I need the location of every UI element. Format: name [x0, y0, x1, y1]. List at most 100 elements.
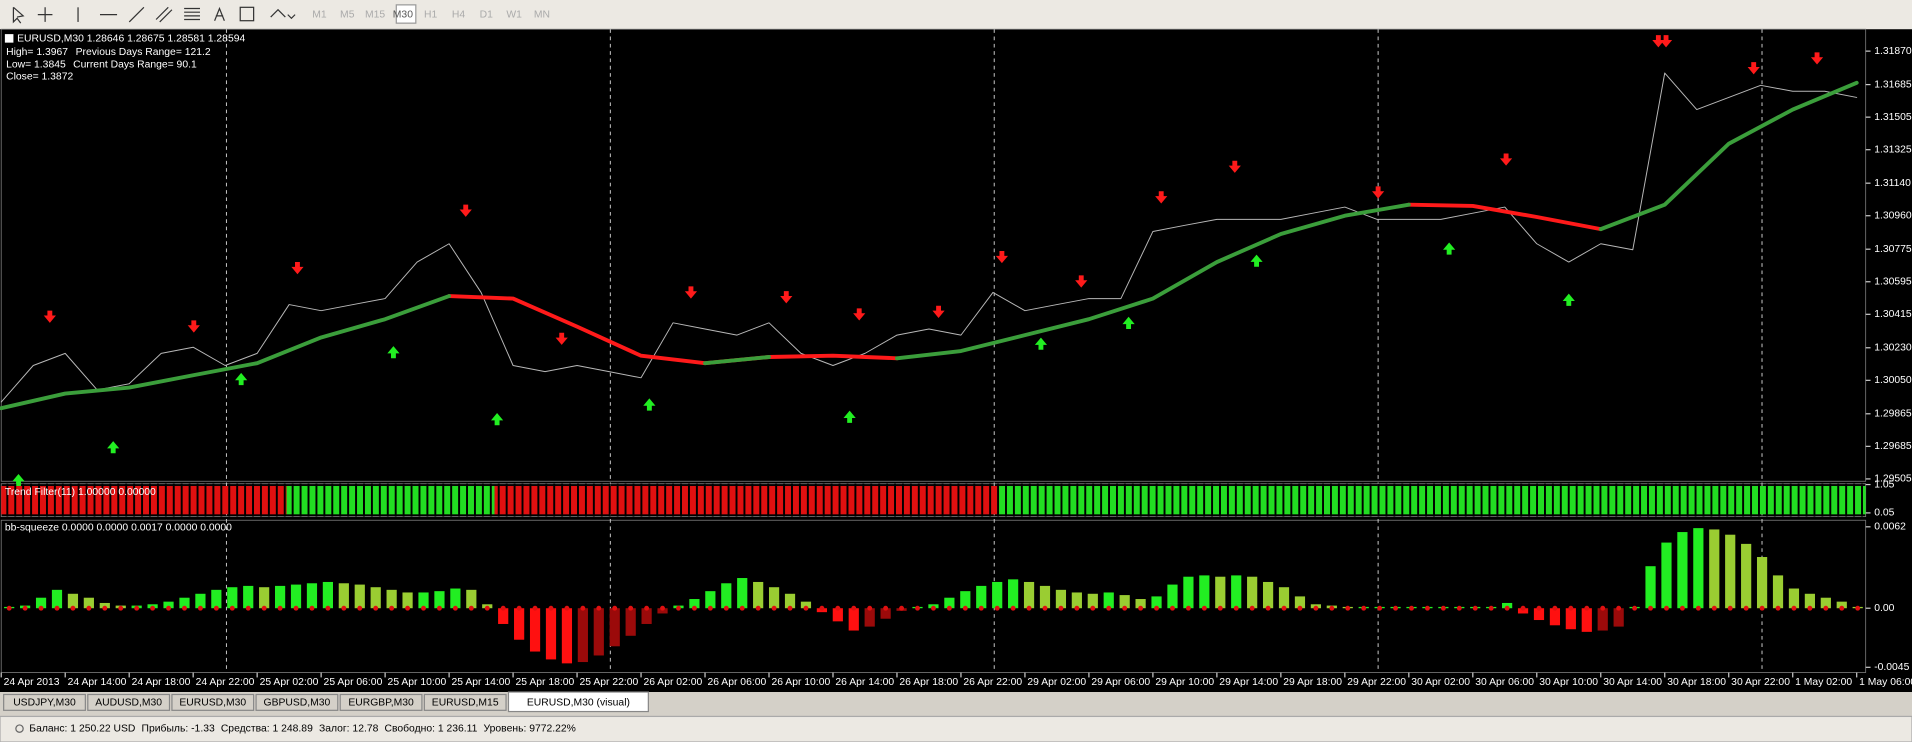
squeeze-dot: [1520, 605, 1526, 611]
signal-arrow: [1747, 62, 1760, 75]
x-tick-label: 30 Apr 06:00: [1475, 677, 1534, 688]
signal-arrow: [291, 262, 304, 275]
channel-icon[interactable]: [155, 6, 173, 23]
histogram-bar: [545, 608, 557, 660]
tab-label[interactable]: EURUSD,M30 (visual): [527, 698, 630, 709]
histogram-bar: [83, 597, 94, 609]
signal-arrow: [12, 473, 25, 487]
squeeze-dot: [468, 605, 474, 611]
histogram-bar: [1502, 602, 1513, 609]
squeeze-dot: [867, 605, 873, 611]
squeeze-dot: [1090, 605, 1096, 611]
timeframe-button[interactable]: M15: [365, 9, 385, 20]
histogram-bar: [402, 592, 413, 609]
timeframe-button[interactable]: H1: [424, 9, 437, 20]
arrows-icon[interactable]: [270, 8, 296, 20]
signal-arrow: [995, 250, 1008, 264]
histogram-bar: [641, 608, 652, 624]
squeeze-dot: [1058, 605, 1064, 611]
squeeze-dot: [1823, 605, 1829, 611]
histogram-bar: [1772, 575, 1784, 609]
squeeze-dot: [1791, 605, 1797, 611]
signal-arrow: [387, 346, 400, 359]
price-line: [1406, 202, 1603, 232]
squeeze-dot: [452, 605, 458, 611]
tab[interactable]: [171, 693, 255, 711]
squeeze-dot: [994, 605, 1000, 611]
timeframe-button[interactable]: D1: [480, 9, 493, 20]
x-tick-label: 26 Apr 06:00: [707, 677, 766, 688]
timeframe-button[interactable]: W1: [506, 9, 522, 20]
tab[interactable]: [507, 691, 649, 713]
histogram-bar: [880, 608, 891, 619]
timeframe-button[interactable]: M1: [312, 9, 327, 20]
y-tick-label: 1.05: [1874, 479, 1894, 490]
status-text: Баланс: 1 250.22 USD Прибыль: -1.33 Средст…: [29, 722, 576, 734]
y-tick-label: 1.30230: [1874, 343, 1912, 354]
squeeze-dot: [1616, 605, 1622, 611]
tab-label[interactable]: USDJPY,M30: [13, 698, 76, 709]
tab[interactable]: [423, 693, 507, 711]
histogram-bar: [1023, 581, 1035, 609]
histogram-bar: [1709, 529, 1720, 609]
squeeze-dot: [1170, 605, 1175, 611]
histogram-bar: [1804, 593, 1815, 609]
status-icon: [15, 724, 24, 733]
histogram-bar: [753, 581, 764, 609]
trendline-icon[interactable]: [128, 6, 145, 23]
timeframe-button[interactable]: M30: [393, 9, 413, 20]
x-tick-label: 29 Apr 02:00: [1027, 677, 1086, 688]
label-icon[interactable]: [239, 6, 255, 22]
squeeze-dot: [405, 605, 411, 611]
tab[interactable]: [87, 693, 171, 711]
y-tick-label: 1.31505: [1874, 112, 1912, 123]
status-field: Залог: 12.78: [319, 723, 379, 734]
cursor-icon[interactable]: [12, 6, 25, 24]
timeframe-button[interactable]: M5: [340, 9, 355, 20]
x-tick-label: 24 Apr 14:00: [68, 677, 127, 688]
squeeze-dot: [580, 605, 586, 611]
x-tick-label: 26 Apr 22:00: [963, 677, 1022, 688]
histogram-bar: [832, 608, 843, 622]
squeeze-dot: [325, 605, 331, 611]
tab-label[interactable]: AUDUSD,M30: [95, 698, 162, 709]
crosshair-icon[interactable]: [37, 7, 53, 22]
signal-arrow: [235, 372, 248, 386]
squeeze-dot: [1154, 605, 1159, 611]
tab-label[interactable]: GBPUSD,M30: [264, 698, 331, 709]
tab-label[interactable]: EURGBP,M30: [348, 698, 414, 709]
tab[interactable]: [339, 693, 423, 711]
squeeze-dot: [723, 605, 729, 611]
histogram-bar: [800, 601, 812, 609]
signal-arrow: [1034, 337, 1048, 350]
histogram-bar: [593, 608, 604, 656]
x-tick-label: 26 Apr 14:00: [835, 677, 894, 688]
squeeze-dot: [1329, 605, 1335, 611]
histogram-bar: [1008, 579, 1019, 609]
tab[interactable]: [3, 693, 86, 711]
x-tick-label: 29 Apr 06:00: [1091, 677, 1150, 688]
squeeze-dot: [1281, 605, 1287, 611]
squeeze-dot: [739, 605, 745, 611]
histogram-bar: [1199, 575, 1210, 609]
histogram-bar: [1517, 608, 1529, 614]
squeeze-dot: [596, 605, 602, 611]
tab-label[interactable]: EURUSD,M15: [432, 698, 499, 709]
histogram-bar: [689, 599, 700, 609]
tab-label[interactable]: EURUSD,M30: [179, 698, 246, 709]
histogram-bar: [960, 591, 971, 609]
timeframe-button[interactable]: H4: [452, 9, 465, 20]
signal-arrow: [1122, 316, 1135, 329]
squeeze-dot: [1074, 605, 1080, 611]
squeeze-dot: [1807, 605, 1813, 611]
squeeze-dot: [500, 605, 506, 611]
text-icon[interactable]: [214, 6, 225, 21]
tab[interactable]: [255, 693, 339, 711]
squeeze-dot: [755, 605, 761, 611]
histogram-bar: [163, 601, 174, 609]
histogram-bar: [1645, 566, 1656, 609]
fibo-icon[interactable]: [184, 7, 200, 21]
timeframe-button[interactable]: MN: [534, 9, 550, 20]
y-tick-label: 1.31140: [1874, 178, 1911, 189]
histogram-bar: [338, 583, 349, 609]
